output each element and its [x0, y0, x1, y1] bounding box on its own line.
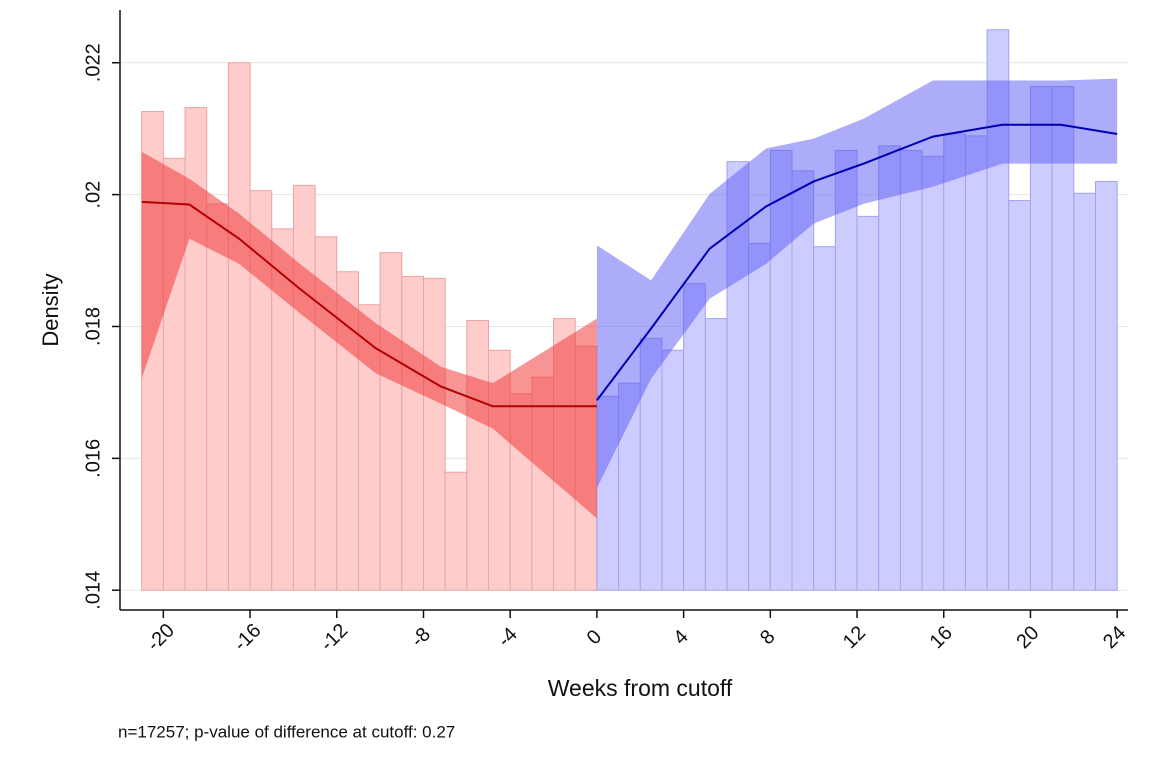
bar [856, 215, 880, 591]
bar [422, 277, 446, 591]
x-tick-label: -12 [316, 619, 352, 655]
bar [292, 184, 316, 591]
x-tick-label: 8 [756, 626, 779, 649]
bar [704, 318, 728, 591]
fit-line [141, 200, 597, 408]
x-tick-label: 24 [1099, 622, 1130, 653]
y-tick-label: .022 [82, 43, 104, 82]
bar [878, 145, 901, 591]
y-tick-label: .014 [82, 571, 104, 610]
bar [444, 471, 468, 591]
confidence-band [596, 78, 1118, 489]
bar [921, 155, 945, 591]
bar [964, 135, 988, 591]
x-tick-label: 16 [926, 622, 957, 653]
bar [1073, 192, 1096, 591]
confidence-band [141, 151, 597, 519]
bar [1008, 200, 1031, 591]
y-tick-label: .018 [82, 307, 104, 346]
x-tick-label: 0 [583, 626, 606, 649]
bar [401, 275, 424, 591]
bar [748, 242, 771, 591]
y-tick-label: .016 [82, 439, 104, 478]
x-tick-label: -20 [143, 619, 179, 655]
y-tick-label: .02 [82, 181, 104, 209]
bar [1094, 180, 1118, 591]
bar [227, 62, 251, 591]
bar [466, 320, 490, 591]
bar [379, 252, 403, 591]
x-tick-label: 12 [839, 622, 870, 653]
bar [206, 203, 229, 591]
x-axis-label: Weeks from cutoff [548, 675, 733, 701]
x-tick-label: 4 [669, 626, 692, 649]
fit-line [596, 123, 1118, 401]
y-axis-label: Density [38, 273, 63, 346]
bar [834, 149, 858, 591]
x-tick-label: -16 [230, 619, 266, 655]
x-tick-label: -4 [494, 623, 522, 651]
bar [813, 246, 836, 591]
bar [943, 133, 966, 591]
bar [899, 149, 923, 591]
bar [661, 349, 685, 591]
x-tick-label: 20 [1012, 622, 1043, 653]
x-tick-label: -8 [407, 623, 435, 651]
note: n=17257; p-value of difference at cutoff… [118, 722, 455, 741]
